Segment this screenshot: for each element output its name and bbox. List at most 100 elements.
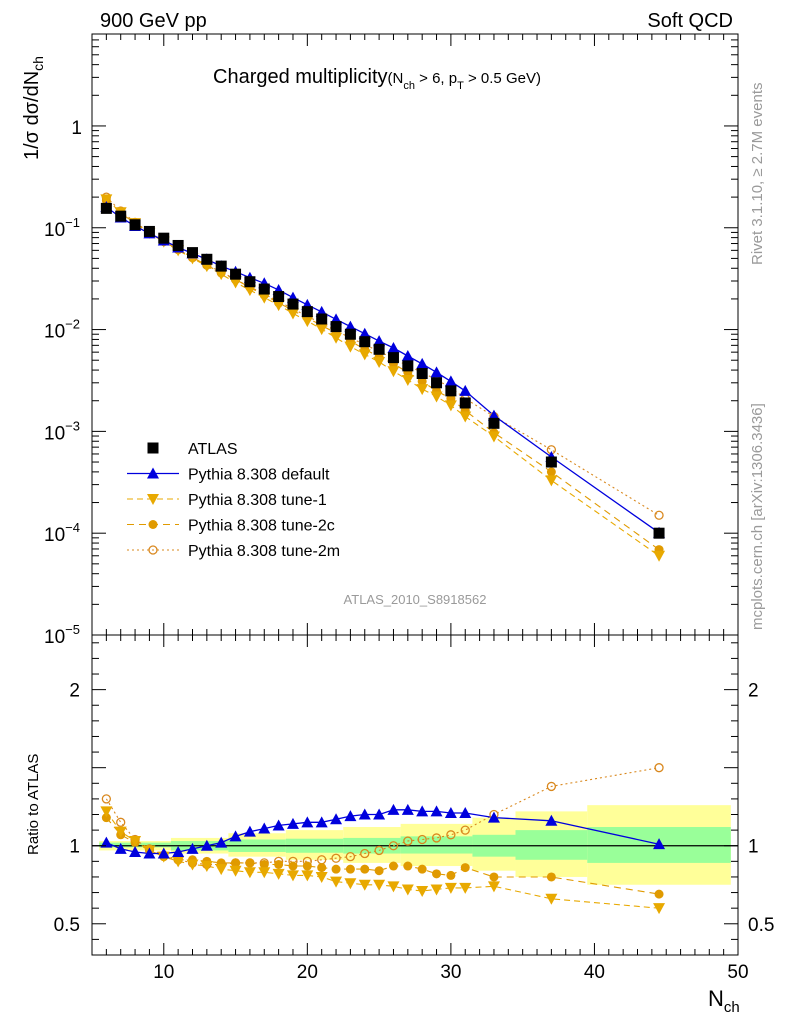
point-default <box>401 350 414 362</box>
ratio-point-tune2c <box>374 866 384 876</box>
x-tick-label: 40 <box>584 962 605 983</box>
ratio-point-tune2c <box>288 861 298 871</box>
top-panel-marks <box>100 192 666 562</box>
tick-exponent: −2 <box>65 317 80 332</box>
bottom-y-tick-label-left: 0.5 <box>54 915 80 936</box>
ratio-point-tune2c <box>489 872 499 882</box>
point-atlas <box>387 352 399 364</box>
point-tune1 <box>229 277 242 289</box>
y-label-sub: ch <box>30 56 46 71</box>
ratio-point-tune1 <box>430 884 443 896</box>
point-atlas <box>215 260 227 272</box>
ratio-point-tune2c <box>101 813 111 823</box>
ratio-point-tune2m <box>654 763 664 773</box>
band-inner <box>515 830 588 860</box>
ratio-point-tune1 <box>258 867 271 879</box>
point-atlas <box>316 313 328 325</box>
point-tune1 <box>358 349 371 361</box>
bottom-y-tick-label-left: 2 <box>69 681 80 702</box>
point-atlas <box>230 268 242 280</box>
legend-label-tune2m: Pythia 8.308 tune-2m <box>188 543 340 560</box>
point-tune2c <box>417 376 427 386</box>
ratio-point-tune2m <box>446 830 456 840</box>
tick-base: 1 <box>71 118 82 139</box>
top-y-tick-label: 1 <box>71 118 82 139</box>
title-cond-end: > 0.5 GeV) <box>464 70 541 87</box>
ratio-point-tune1 <box>172 856 185 868</box>
ratio-point-tune2m <box>417 834 427 845</box>
point-atlas <box>186 247 198 259</box>
point-tune1 <box>387 366 400 378</box>
header-left: 900 GeV pp <box>100 10 207 32</box>
x-tick-label: 50 <box>727 962 748 983</box>
point-tune1 <box>416 384 429 396</box>
bottom-panel-axes: 10 20 30 40 50 0.5 0.5 1 1 2 2 <box>54 634 774 983</box>
ratio-point-tune1 <box>444 882 457 894</box>
x-label-sub: ch <box>724 999 740 1016</box>
ratio-point-default <box>444 806 457 818</box>
ratio-point-tune1 <box>387 881 400 893</box>
ratio-point-tune2c <box>274 859 284 869</box>
y-axis-label-bottom: Ratio to ATLAS <box>25 754 42 855</box>
ratio-point-tune1 <box>416 886 429 897</box>
bottom-y-tick-label-right: 1 <box>748 837 759 858</box>
ratio-point-tune1 <box>100 806 113 818</box>
point-atlas <box>431 377 443 389</box>
legend-label-atlas: ATLAS <box>188 441 238 458</box>
point-atlas <box>129 219 141 231</box>
ratio-point-tune1 <box>344 878 357 890</box>
ratio-point-default <box>143 847 156 859</box>
ratio-point-tune2c <box>460 863 470 873</box>
legend-marker-atlas <box>147 442 159 454</box>
ratio-point-default <box>330 813 343 825</box>
point-default <box>416 357 429 369</box>
legend-label-tune2c: Pythia 8.308 tune-2c <box>188 518 335 535</box>
top-y-tick-label: 10−5 <box>44 622 80 648</box>
ratio-point-default <box>186 842 199 854</box>
ratio-point-tune2c <box>345 864 355 874</box>
ratio-point-tune2m <box>331 853 341 863</box>
ratio-point-tune1 <box>272 868 285 880</box>
ratio-point-tune1 <box>401 884 414 896</box>
ratio-point-tune1 <box>301 870 314 882</box>
point-atlas <box>115 210 127 222</box>
ratio-point-default <box>215 836 228 848</box>
ratio-point-tune2c <box>446 870 456 880</box>
ratio-point-default <box>487 811 500 823</box>
point-atlas <box>653 527 665 539</box>
point-atlas <box>459 397 471 409</box>
tick-base: 10 <box>44 220 65 241</box>
rivet-version-label: Rivet 3.1.10, ≥ 2.7M events <box>749 83 766 266</box>
ratio-point-tune2c <box>360 864 370 874</box>
ratio-point-default <box>373 808 386 820</box>
point-tune1 <box>286 308 299 320</box>
ratio-point-default <box>229 830 242 842</box>
ratio-point-default <box>344 810 357 822</box>
ratio-point-tune2c <box>403 861 413 871</box>
title-cond-mid: > 6, p <box>415 70 457 87</box>
point-atlas <box>273 291 285 303</box>
point-atlas <box>258 283 270 295</box>
point-atlas <box>301 306 313 318</box>
point-tune1 <box>272 300 285 312</box>
tick-base: 10 <box>44 322 65 343</box>
plot-title: Charged multiplicity(Nch > 6, pT > 0.5 G… <box>213 66 541 92</box>
ratio-point-tune1 <box>373 879 386 891</box>
point-default <box>387 341 400 353</box>
legend-label-default: Pythia 8.308 default <box>188 467 330 484</box>
ratio-point-default <box>157 847 170 859</box>
header-right: Soft QCD <box>647 10 733 32</box>
x-tick-label: 10 <box>153 962 174 983</box>
point-tune1 <box>315 324 328 336</box>
ratio-point-tune2m <box>374 845 384 856</box>
point-tune1 <box>258 292 271 304</box>
ratio-point-tune2c <box>259 859 269 869</box>
ratio-point-tune1 <box>243 867 256 879</box>
point-default <box>459 384 472 396</box>
bottom-panel-marks <box>100 763 666 915</box>
tick-base: 10 <box>44 423 65 444</box>
top-y-tick-label: 10−3 <box>44 418 80 444</box>
point-tune1 <box>444 400 457 412</box>
point-atlas <box>359 336 371 348</box>
point-atlas <box>344 328 356 340</box>
